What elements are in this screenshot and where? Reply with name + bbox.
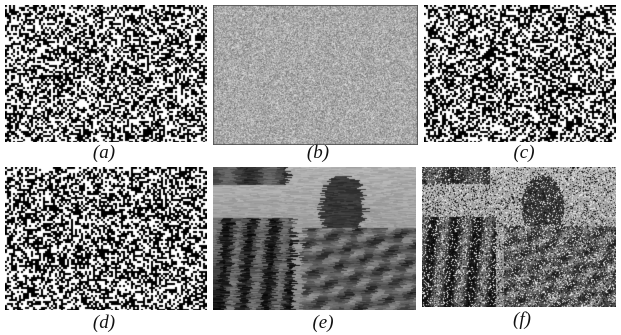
panel-d-image xyxy=(5,167,207,310)
panel-b-image xyxy=(213,5,418,145)
caption-a: (a) xyxy=(92,142,116,163)
caption-f: (f) xyxy=(513,309,531,330)
panel-c-canvas xyxy=(424,5,616,142)
caption-e: (e) xyxy=(312,312,334,333)
panel-e-canvas xyxy=(213,167,416,310)
panel-f-image xyxy=(422,167,616,307)
panel-e-image xyxy=(213,167,416,310)
panel-c-image xyxy=(424,5,616,142)
caption-c: (c) xyxy=(513,142,535,163)
panel-b-canvas xyxy=(213,5,418,145)
panel-f-canvas xyxy=(422,167,616,307)
panel-a-canvas xyxy=(5,5,207,142)
panel-d-canvas xyxy=(5,167,207,310)
caption-b: (b) xyxy=(306,142,330,163)
panel-a-image xyxy=(5,5,207,142)
caption-d: (d) xyxy=(92,312,116,333)
